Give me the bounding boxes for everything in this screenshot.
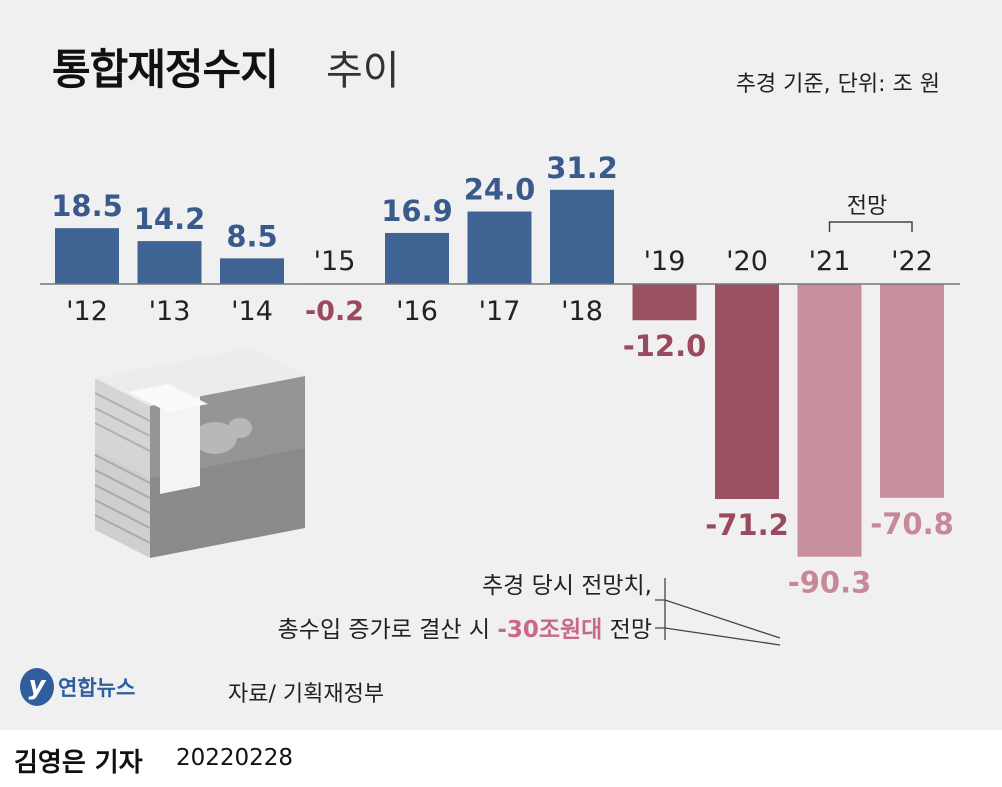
category-label-3: '15 [314,246,356,277]
chart-subtitle: 추이 [326,48,400,94]
forecast-label: 전망 [846,194,888,219]
annotation-line2-post: 전망 [602,617,652,643]
annotation-pointer-lines [655,578,781,646]
annotation-highlight: -30조원대 [497,617,603,643]
bar-6 [550,189,614,284]
value-labels: 18.5 14.2 8.5 -0.2 16.9 24.0 31.2 -12.0 -71.2 -90… [51,151,954,600]
value-label-2: 8.5 [226,219,277,253]
category-label-5: '17 [479,296,521,327]
value-label-8: -71.2 [705,508,789,542]
category-label-0: '12 [66,296,108,327]
forecast-bracket [828,221,913,232]
bar-chart: '12 '13 '14 '15 '16 '17 '18 '19 '20 '21 '22 18.5 14… [40,151,960,646]
annotation-line2: 총수입 증가로 결산 시 -30조원대 전망 [278,610,652,644]
chart-title: 통합재정수지 [52,45,279,94]
logo-text: 연합뉴스 [58,676,136,700]
value-label-10: -70.8 [870,507,954,541]
value-label-4: 16.9 [381,194,453,228]
value-label-5: 24.0 [464,173,536,207]
source-note: 자료/ 기획재정부 [228,682,385,707]
category-label-1: '13 [149,296,191,327]
annotation-line2-pre: 총수입 증가로 결산 시 [277,617,498,643]
byline-reporter: 김영은 기자 [14,748,143,778]
bar-5 [467,211,532,284]
category-label-6: '18 [561,296,603,327]
category-label-9: '21 [809,246,851,277]
bar-8 [715,284,779,500]
yonhap-logo: y 연합뉴스 [20,668,135,706]
unit-note: 추경 기준, 단위: 조 원 [735,72,940,97]
value-label-7: -12.0 [623,329,707,363]
bars-group [55,189,944,557]
category-labels: '12 '13 '14 '15 '16 '17 '18 '19 '20 '21 '22 [66,246,933,327]
value-label-0: 18.5 [51,189,123,223]
annotation-line1: 추경 당시 전망치, [481,573,652,599]
money-stack-icon [94,348,305,558]
value-label-3: -0.2 [305,296,364,327]
category-label-7: '19 [644,246,686,277]
category-label-8: '20 [726,246,768,277]
category-label-2: '14 [231,296,273,327]
bar-10 [880,284,944,498]
bar-2 [220,258,284,284]
bar-7 [632,284,697,321]
value-label-1: 14.2 [134,202,206,236]
category-label-4: '16 [396,296,438,327]
logo-mark-icon: y [20,668,54,706]
byline-date: 20220228 [176,745,294,771]
value-label-6: 31.2 [546,151,618,185]
bar-4 [385,232,449,284]
bar-9 [797,284,862,557]
bar-0 [55,228,119,284]
value-label-9: -90.3 [788,566,872,600]
category-label-10: '22 [891,246,933,277]
bar-1 [137,241,202,284]
